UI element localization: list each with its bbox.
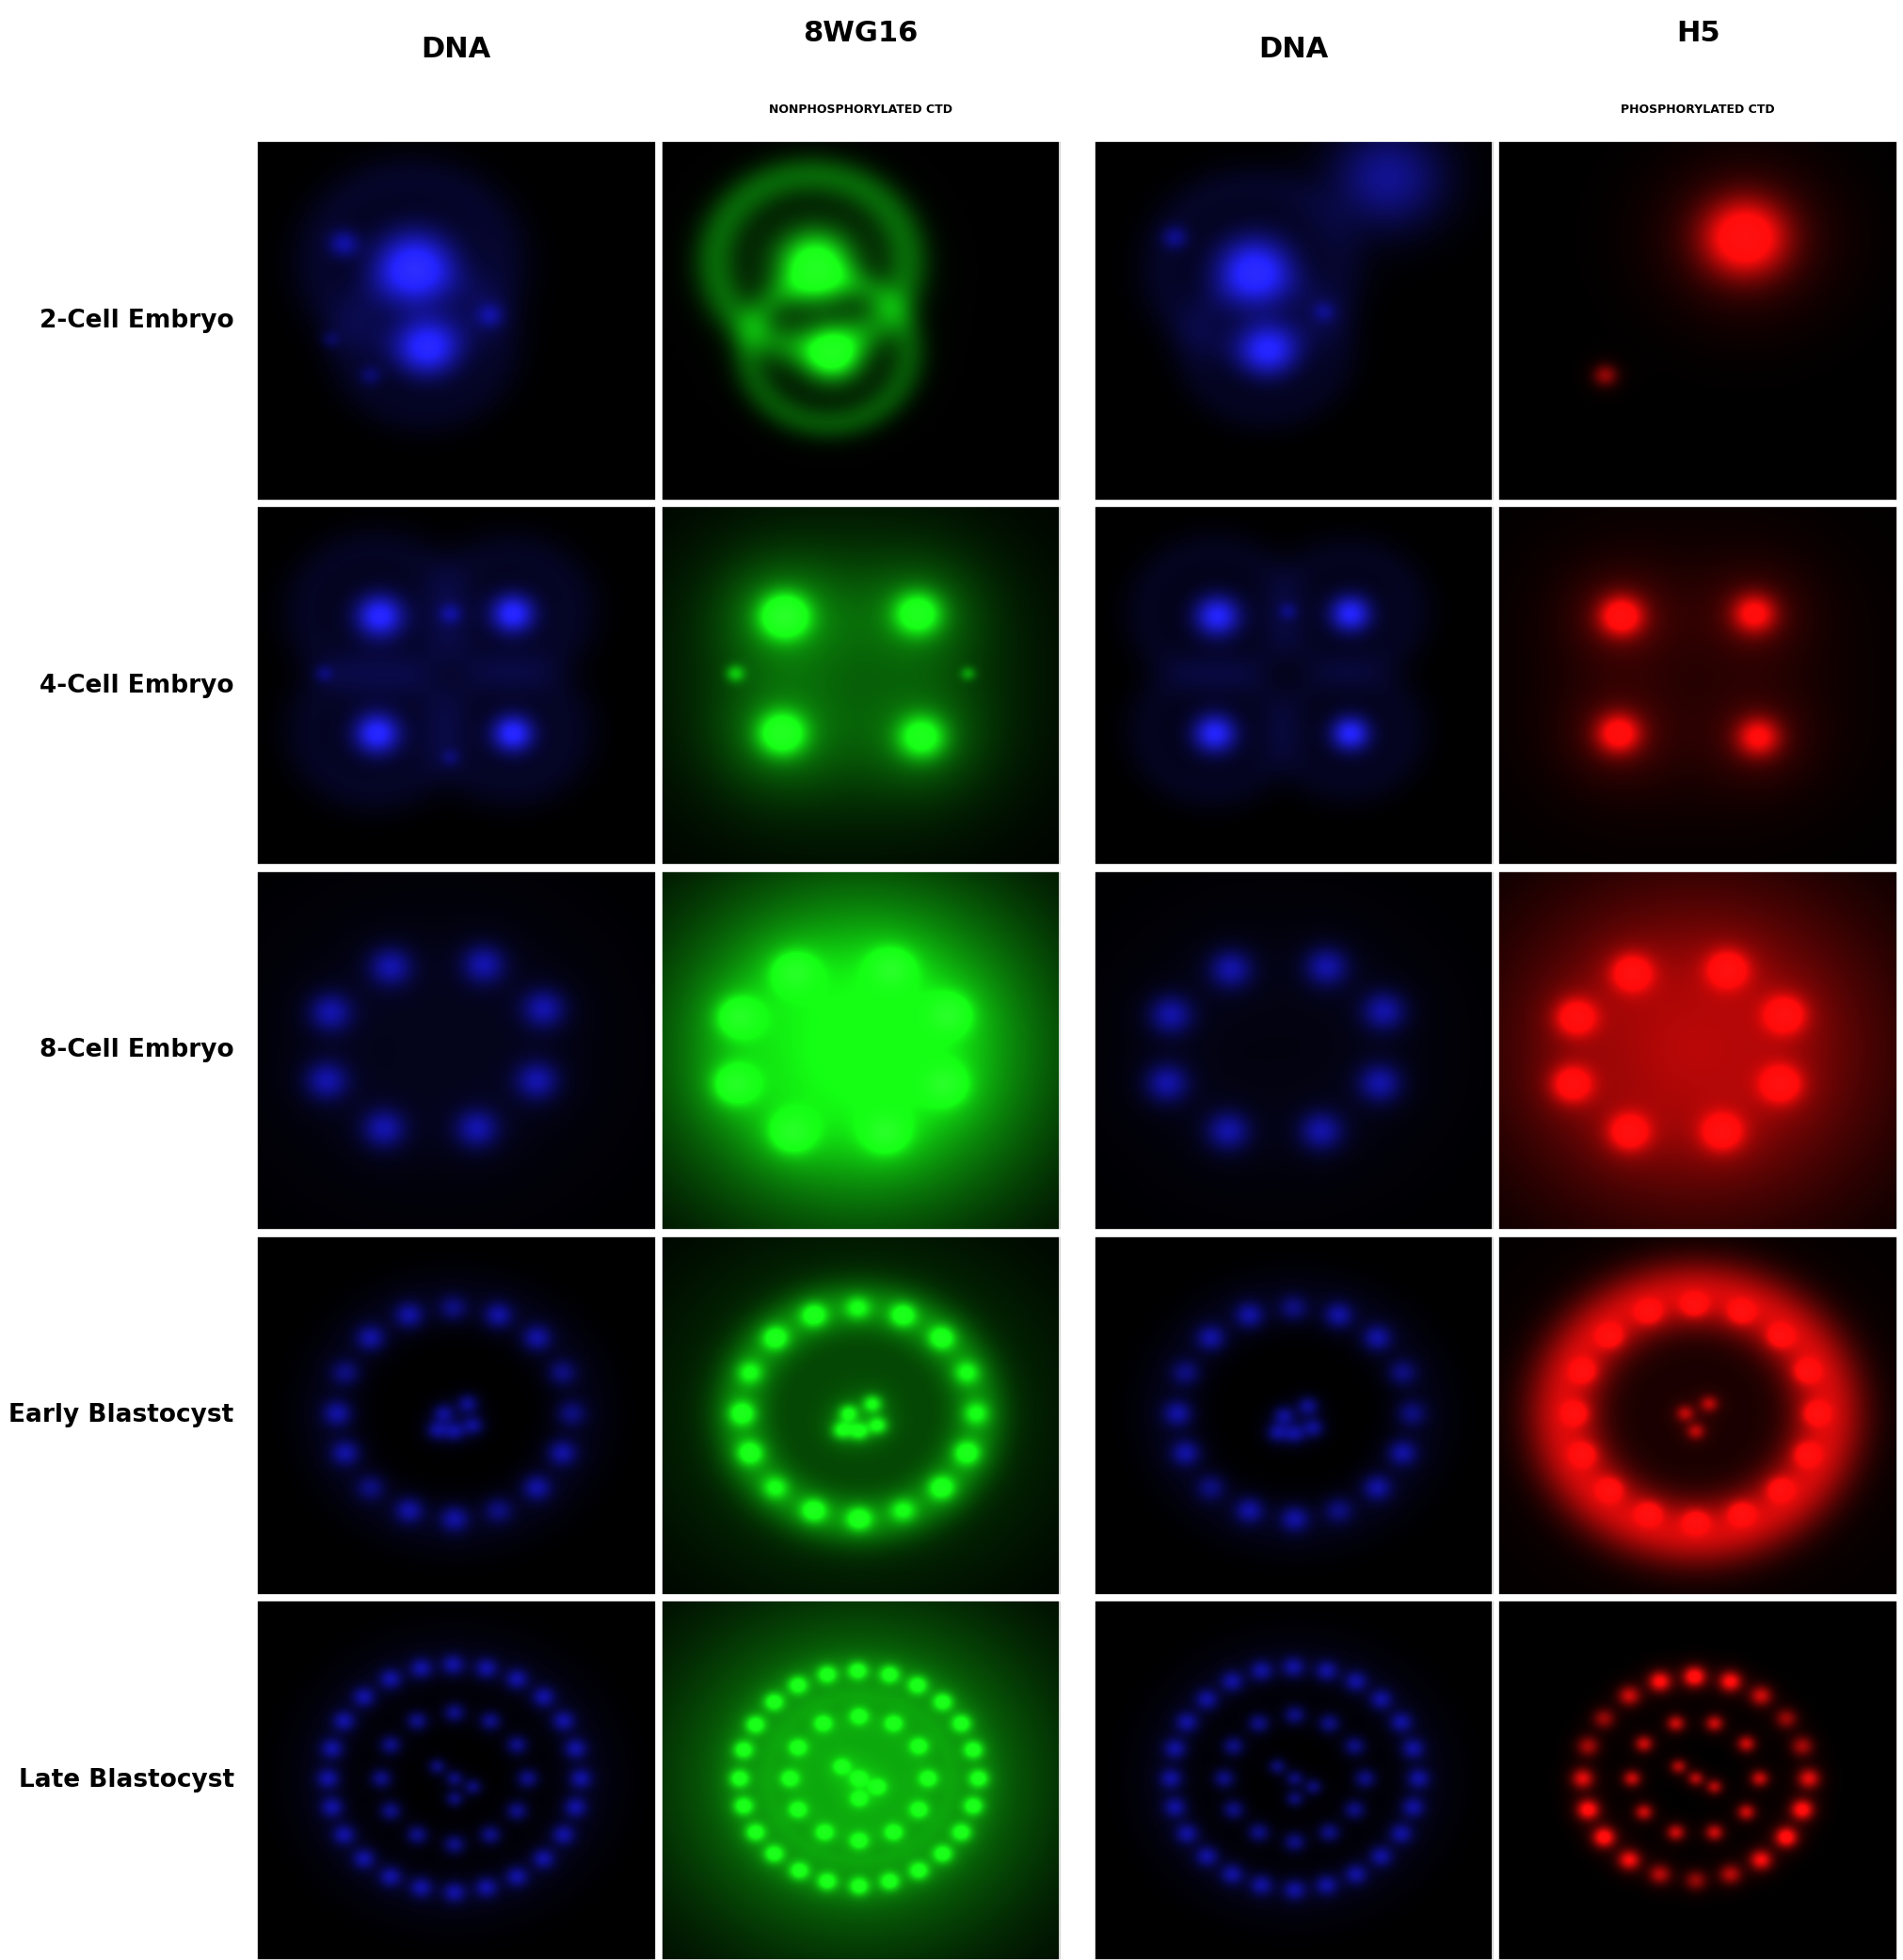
Text: H5: H5 xyxy=(1677,20,1720,47)
Text: PHOSPHORYLATED CTD: PHOSPHORYLATED CTD xyxy=(1621,104,1775,116)
Text: DNA: DNA xyxy=(421,35,491,63)
Text: NONPHOSPHORYLATED CTD: NONPHOSPHORYLATED CTD xyxy=(769,104,952,116)
Text: 8-Cell Embryo: 8-Cell Embryo xyxy=(40,1039,234,1062)
Text: DNA: DNA xyxy=(1258,35,1328,63)
Text: 4-Cell Embryo: 4-Cell Embryo xyxy=(40,674,234,698)
Text: 2-Cell Embryo: 2-Cell Embryo xyxy=(40,308,234,333)
Text: 8WG16: 8WG16 xyxy=(803,20,919,47)
Text: Late Blastocyst: Late Blastocyst xyxy=(19,1768,234,1793)
Text: Early Blastocyst: Early Blastocyst xyxy=(10,1403,234,1427)
